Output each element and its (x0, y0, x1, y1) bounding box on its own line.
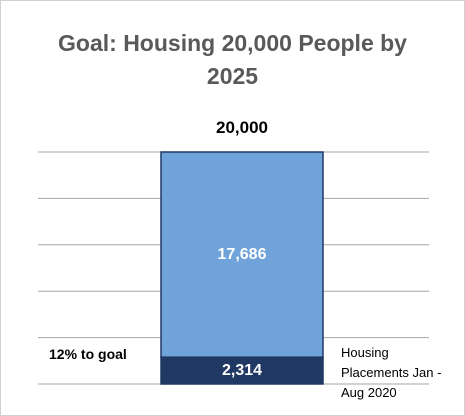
annotation: 12% to goal (49, 346, 127, 362)
chart-title: Goal: Housing 20,000 People by 2025 (58, 30, 407, 89)
data-label: 2,314 (221, 361, 263, 379)
data-label: 17,686 (217, 245, 267, 263)
bar-segment (160, 151, 324, 358)
total-label: 20,000 (216, 118, 268, 137)
series-label: Housing Placements Jan - Aug 2020 (341, 345, 442, 400)
